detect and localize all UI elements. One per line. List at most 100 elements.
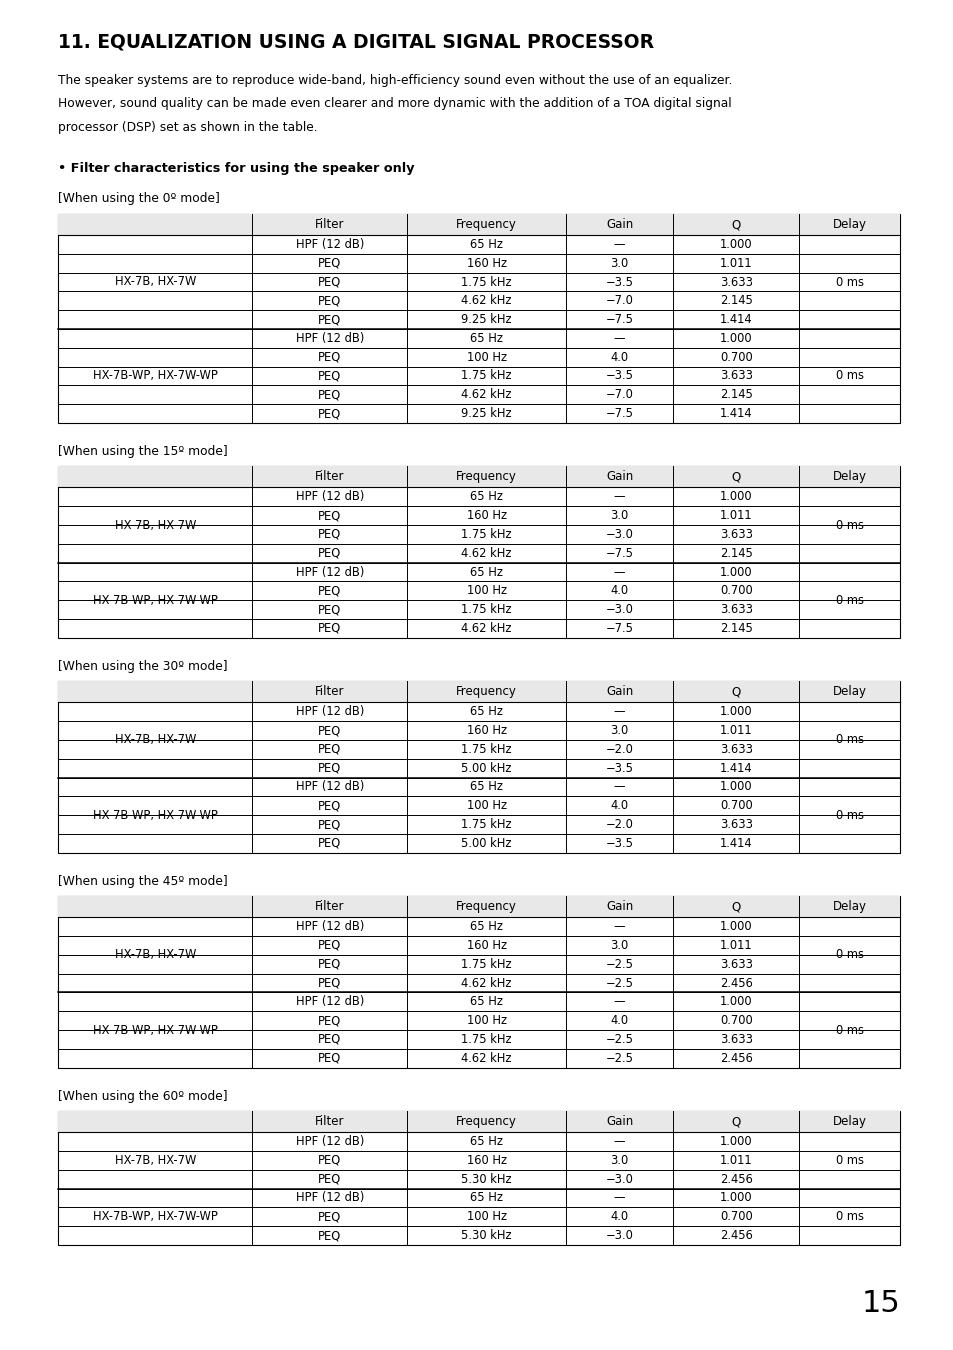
Text: HPF (12 dB): HPF (12 dB) xyxy=(295,705,364,718)
Text: PEQ: PEQ xyxy=(318,294,341,308)
Text: [When using the 45º mode]: [When using the 45º mode] xyxy=(58,875,228,888)
Text: 4.0: 4.0 xyxy=(610,799,628,813)
Text: 1.000: 1.000 xyxy=(720,238,752,251)
Text: 3.633: 3.633 xyxy=(720,528,752,541)
Text: −3.5: −3.5 xyxy=(605,761,633,775)
Text: 1.000: 1.000 xyxy=(720,705,752,718)
Text: HPF (12 dB): HPF (12 dB) xyxy=(295,566,364,579)
Text: PEQ: PEQ xyxy=(318,1014,341,1027)
Text: 2.456: 2.456 xyxy=(720,1173,752,1185)
Text: 1.000: 1.000 xyxy=(720,995,752,1008)
Text: Gain: Gain xyxy=(605,1115,633,1129)
Text: HX-7B, HX-7W: HX-7B, HX-7W xyxy=(114,733,195,747)
Text: Q: Q xyxy=(731,1115,740,1129)
Text: 65 Hz: 65 Hz xyxy=(470,780,502,794)
Text: —: — xyxy=(613,238,624,251)
Text: 0 ms: 0 ms xyxy=(835,1154,862,1166)
Text: Q: Q xyxy=(731,686,740,698)
Text: 9.25 kHz: 9.25 kHz xyxy=(461,313,511,327)
Text: 65 Hz: 65 Hz xyxy=(470,490,502,504)
Text: 1.75 kHz: 1.75 kHz xyxy=(461,370,511,382)
Text: Filter: Filter xyxy=(314,471,344,483)
Text: 160 Hz: 160 Hz xyxy=(466,1154,506,1166)
Text: 4.62 kHz: 4.62 kHz xyxy=(461,622,511,634)
Text: 65 Hz: 65 Hz xyxy=(470,332,502,344)
Text: 0.700: 0.700 xyxy=(720,585,752,598)
Text: 0.700: 0.700 xyxy=(720,351,752,363)
Text: 1.000: 1.000 xyxy=(720,1192,752,1204)
Text: HX-7B-WP, HX-7W-WP: HX-7B-WP, HX-7W-WP xyxy=(92,594,217,606)
Text: 1.000: 1.000 xyxy=(720,490,752,504)
Text: 1.75 kHz: 1.75 kHz xyxy=(461,957,511,971)
Text: HPF (12 dB): HPF (12 dB) xyxy=(295,490,364,504)
Text: Delay: Delay xyxy=(832,471,865,483)
Text: PEQ: PEQ xyxy=(318,256,341,270)
Text: 100 Hz: 100 Hz xyxy=(466,1211,506,1223)
Text: 65 Hz: 65 Hz xyxy=(470,1135,502,1148)
Text: −2.5: −2.5 xyxy=(605,957,633,971)
Text: 11. EQUALIZATION USING A DIGITAL SIGNAL PROCESSOR: 11. EQUALIZATION USING A DIGITAL SIGNAL … xyxy=(58,32,654,51)
Text: 3.0: 3.0 xyxy=(610,940,628,952)
Text: Q: Q xyxy=(731,471,740,483)
Text: 100 Hz: 100 Hz xyxy=(466,799,506,813)
Text: PEQ: PEQ xyxy=(318,940,341,952)
Text: 4.0: 4.0 xyxy=(610,585,628,598)
Text: Q: Q xyxy=(731,900,740,914)
Text: 15: 15 xyxy=(861,1289,899,1318)
Text: −7.0: −7.0 xyxy=(605,294,633,308)
Text: 1.75 kHz: 1.75 kHz xyxy=(461,818,511,832)
Text: —: — xyxy=(613,566,624,579)
Text: PEQ: PEQ xyxy=(318,509,341,522)
Text: HPF (12 dB): HPF (12 dB) xyxy=(295,995,364,1008)
Text: 1.011: 1.011 xyxy=(720,509,752,522)
Text: −2.5: −2.5 xyxy=(605,976,633,990)
Text: HPF (12 dB): HPF (12 dB) xyxy=(295,332,364,344)
Text: 1.75 kHz: 1.75 kHz xyxy=(461,603,511,616)
Text: −7.5: −7.5 xyxy=(605,313,633,327)
Text: 3.633: 3.633 xyxy=(720,603,752,616)
Text: 1.000: 1.000 xyxy=(720,780,752,794)
Text: PEQ: PEQ xyxy=(318,585,341,598)
Text: 2.456: 2.456 xyxy=(720,976,752,990)
Text: 0 ms: 0 ms xyxy=(835,370,862,382)
Text: Gain: Gain xyxy=(605,217,633,231)
Text: 2.456: 2.456 xyxy=(720,1228,752,1242)
Text: HX-7B-WP, HX-7W-WP: HX-7B-WP, HX-7W-WP xyxy=(92,809,217,822)
Text: −7.0: −7.0 xyxy=(605,389,633,401)
Text: —: — xyxy=(613,705,624,718)
Text: 5.30 kHz: 5.30 kHz xyxy=(461,1228,511,1242)
Text: Q: Q xyxy=(731,217,740,231)
Text: PEQ: PEQ xyxy=(318,976,341,990)
Text: [When using the 60º mode]: [When using the 60º mode] xyxy=(58,1089,228,1103)
Text: 1.75 kHz: 1.75 kHz xyxy=(461,528,511,541)
Text: Frequency: Frequency xyxy=(456,217,517,231)
Text: 0 ms: 0 ms xyxy=(835,733,862,747)
Text: 3.0: 3.0 xyxy=(610,724,628,737)
Text: −2.5: −2.5 xyxy=(605,1033,633,1046)
Text: Gain: Gain xyxy=(605,471,633,483)
Text: −3.5: −3.5 xyxy=(605,837,633,850)
Text: The speaker systems are to reproduce wide-band, high-efficiency sound even witho: The speaker systems are to reproduce wid… xyxy=(58,74,732,86)
Text: PEQ: PEQ xyxy=(318,761,341,775)
Text: 1.414: 1.414 xyxy=(720,761,752,775)
Bar xyxy=(58,682,899,702)
Text: HX-7B-WP, HX-7W-WP: HX-7B-WP, HX-7W-WP xyxy=(92,1211,217,1223)
Text: Frequency: Frequency xyxy=(456,900,517,914)
Text: 2.145: 2.145 xyxy=(720,547,752,560)
Text: 1.75 kHz: 1.75 kHz xyxy=(461,743,511,756)
Text: 0 ms: 0 ms xyxy=(835,1023,862,1037)
Text: 65 Hz: 65 Hz xyxy=(470,995,502,1008)
Text: PEQ: PEQ xyxy=(318,724,341,737)
Text: Filter: Filter xyxy=(314,1115,344,1129)
Bar xyxy=(58,896,899,917)
Text: 5.00 kHz: 5.00 kHz xyxy=(461,837,511,850)
Text: 0 ms: 0 ms xyxy=(835,594,862,606)
Text: 0.700: 0.700 xyxy=(720,799,752,813)
Text: 160 Hz: 160 Hz xyxy=(466,509,506,522)
Text: 2.145: 2.145 xyxy=(720,294,752,308)
Text: 1.414: 1.414 xyxy=(720,408,752,420)
Text: 1.75 kHz: 1.75 kHz xyxy=(461,1033,511,1046)
Text: However, sound quality can be made even clearer and more dynamic with the additi: However, sound quality can be made even … xyxy=(58,97,731,111)
Text: −2.5: −2.5 xyxy=(605,1052,633,1065)
Text: —: — xyxy=(613,1192,624,1204)
